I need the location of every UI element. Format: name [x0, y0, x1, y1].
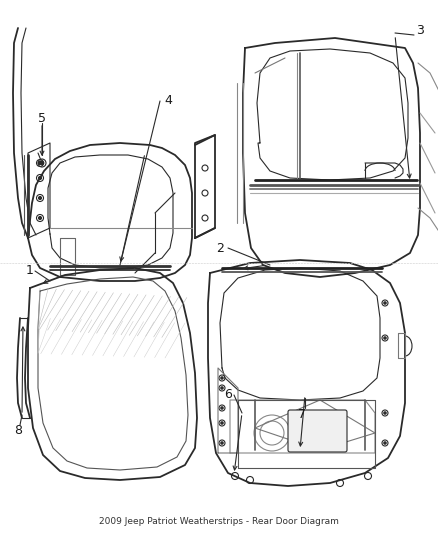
- Circle shape: [384, 302, 386, 304]
- Circle shape: [221, 407, 223, 409]
- Text: 8: 8: [14, 424, 22, 437]
- Circle shape: [39, 216, 42, 220]
- Text: 4: 4: [164, 94, 172, 108]
- Circle shape: [39, 197, 42, 199]
- Text: 3: 3: [416, 25, 424, 37]
- Text: 6: 6: [224, 389, 232, 401]
- Text: 5: 5: [38, 111, 46, 125]
- Circle shape: [40, 161, 44, 165]
- Text: 1: 1: [26, 264, 34, 278]
- Circle shape: [221, 377, 223, 379]
- Circle shape: [221, 422, 223, 424]
- Text: 2: 2: [216, 241, 224, 254]
- FancyBboxPatch shape: [288, 410, 347, 452]
- Text: 2009 Jeep Patriot Weatherstrips - Rear Door Diagram: 2009 Jeep Patriot Weatherstrips - Rear D…: [99, 516, 339, 526]
- Circle shape: [39, 176, 42, 180]
- Circle shape: [384, 412, 386, 414]
- Text: 7: 7: [298, 408, 306, 422]
- Circle shape: [384, 442, 386, 444]
- Circle shape: [221, 442, 223, 444]
- Circle shape: [384, 337, 386, 339]
- Circle shape: [221, 387, 223, 389]
- Circle shape: [39, 161, 42, 165]
